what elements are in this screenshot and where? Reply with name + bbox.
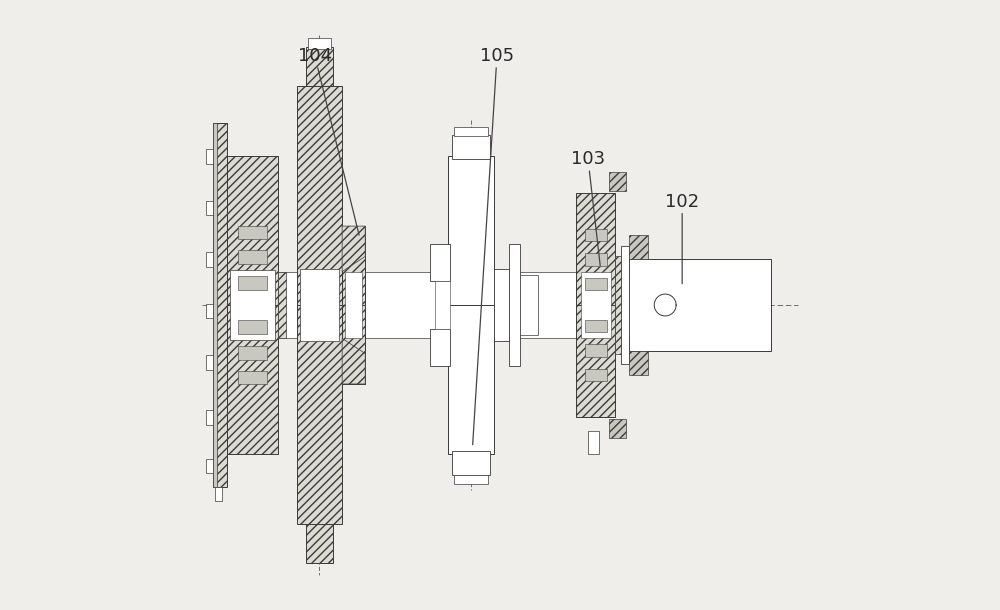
Bar bbox=[585, 253, 607, 265]
Bar bbox=[585, 369, 607, 381]
Bar bbox=[306, 523, 333, 563]
Bar bbox=[206, 201, 213, 215]
Bar bbox=[342, 226, 365, 305]
Bar bbox=[306, 47, 333, 87]
Bar bbox=[452, 451, 490, 475]
Polygon shape bbox=[342, 226, 365, 271]
Bar bbox=[452, 135, 490, 159]
Bar bbox=[624, 274, 629, 336]
Bar bbox=[520, 274, 538, 336]
Bar bbox=[454, 475, 488, 484]
Bar bbox=[448, 305, 494, 454]
Bar bbox=[213, 123, 217, 487]
Bar bbox=[588, 431, 599, 454]
Text: 104: 104 bbox=[298, 47, 359, 235]
Bar bbox=[227, 305, 278, 454]
Bar bbox=[576, 305, 615, 417]
Bar bbox=[342, 305, 365, 384]
Polygon shape bbox=[342, 339, 365, 384]
Bar bbox=[213, 123, 227, 487]
Bar bbox=[230, 270, 275, 340]
Bar bbox=[206, 410, 213, 425]
Bar bbox=[585, 229, 607, 241]
Bar bbox=[576, 193, 615, 305]
Bar bbox=[206, 356, 213, 370]
Bar bbox=[206, 252, 213, 267]
Bar bbox=[238, 276, 267, 290]
Bar bbox=[206, 459, 213, 473]
Bar bbox=[435, 281, 450, 329]
Bar bbox=[585, 320, 607, 332]
Bar bbox=[215, 487, 222, 501]
Bar bbox=[581, 271, 611, 339]
Bar bbox=[345, 271, 362, 339]
Bar bbox=[609, 418, 626, 438]
Text: 102: 102 bbox=[665, 193, 699, 284]
Bar bbox=[227, 156, 278, 305]
Text: 105: 105 bbox=[473, 47, 514, 445]
Bar bbox=[629, 351, 648, 375]
Bar bbox=[308, 38, 331, 49]
Bar bbox=[585, 345, 607, 357]
Bar bbox=[494, 268, 509, 342]
Bar bbox=[206, 304, 213, 318]
Bar bbox=[238, 346, 267, 360]
Bar bbox=[509, 244, 520, 366]
Bar bbox=[621, 246, 629, 364]
Bar bbox=[238, 320, 267, 334]
Bar bbox=[238, 250, 267, 264]
Bar bbox=[278, 271, 286, 339]
Bar bbox=[300, 268, 339, 342]
Bar bbox=[238, 371, 267, 384]
Bar bbox=[448, 156, 494, 305]
Bar bbox=[629, 259, 771, 351]
Bar bbox=[238, 226, 267, 239]
Bar bbox=[213, 271, 585, 339]
Bar bbox=[454, 127, 488, 136]
Bar bbox=[585, 278, 607, 290]
Bar bbox=[615, 256, 624, 354]
Bar bbox=[430, 329, 450, 366]
Bar bbox=[297, 305, 342, 523]
Bar bbox=[430, 244, 450, 281]
Bar bbox=[629, 235, 648, 259]
Bar bbox=[609, 172, 626, 192]
Bar bbox=[206, 149, 213, 163]
Text: 103: 103 bbox=[571, 150, 605, 265]
Bar bbox=[297, 87, 342, 305]
